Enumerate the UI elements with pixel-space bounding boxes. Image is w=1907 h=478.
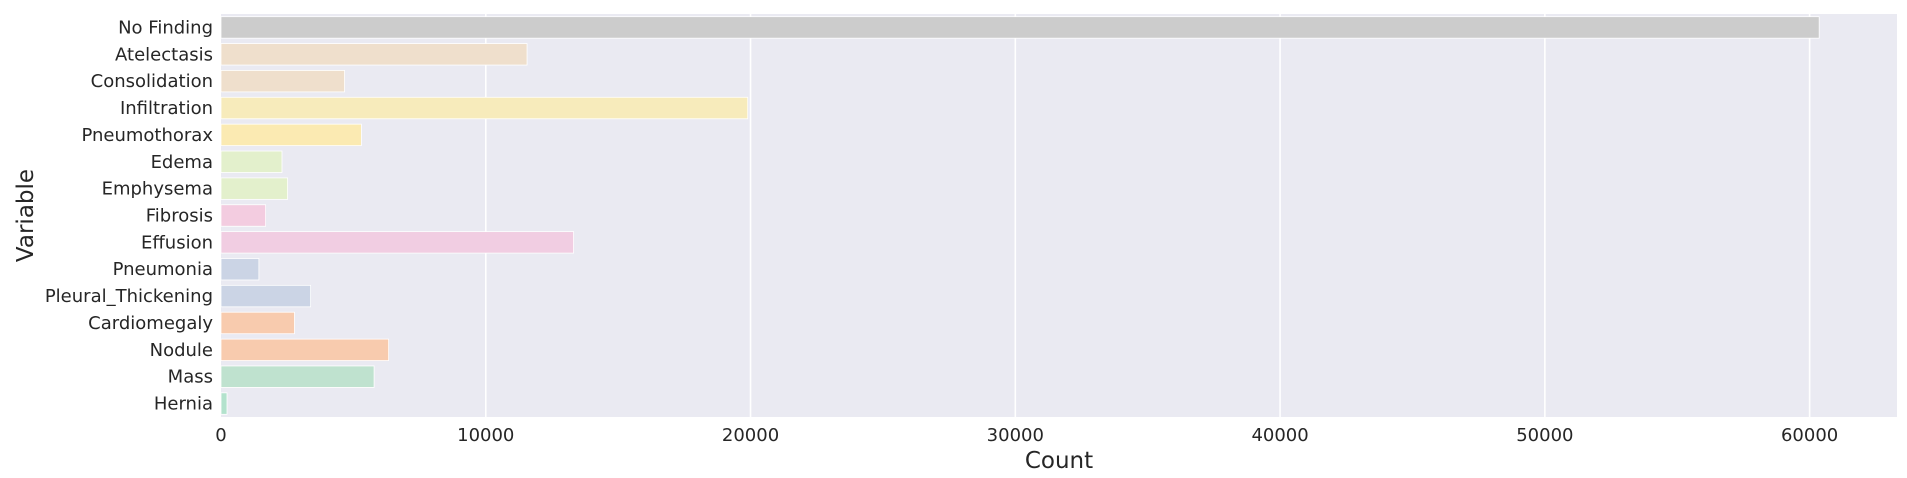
x-tick-label: 60000 bbox=[1781, 425, 1838, 446]
bar-fibrosis bbox=[220, 204, 267, 227]
bar-nodule bbox=[220, 338, 390, 361]
y-tick-label: Effusion bbox=[141, 232, 213, 253]
y-tick-label: Infiltration bbox=[120, 98, 213, 119]
bar-pneumothorax bbox=[220, 123, 362, 147]
x-tick-label: 20000 bbox=[722, 425, 779, 446]
x-tick-label: 0 bbox=[215, 425, 226, 446]
bar-pneumonia bbox=[220, 258, 260, 281]
y-tick-label: Emphysema bbox=[102, 179, 213, 200]
x-tick-labels: 0 10000 20000 30000 40000 50000 60000 bbox=[215, 425, 1838, 446]
y-tick-label: Atelectasis bbox=[115, 44, 213, 65]
y-tick-label: Pneumothorax bbox=[81, 125, 213, 146]
bar-infiltration bbox=[220, 96, 749, 120]
y-tick-label: Hernia bbox=[154, 394, 213, 415]
y-tick-label: Edema bbox=[151, 152, 213, 173]
y-tick-label: Pneumonia bbox=[113, 259, 213, 280]
y-tick-label: Fibrosis bbox=[146, 206, 213, 227]
bar-pleural-thickening bbox=[220, 284, 312, 308]
y-tick-labels: No Finding Atelectasis Consolidation Infilt… bbox=[45, 17, 214, 414]
y-tick-label: Pleural_Thickening bbox=[45, 286, 213, 307]
grid-lines bbox=[484, 14, 1811, 417]
x-tick-label: 30000 bbox=[987, 425, 1044, 446]
bar-no-finding bbox=[220, 16, 1820, 39]
bar-hernia bbox=[220, 392, 228, 415]
bar-edema bbox=[220, 150, 283, 173]
x-tick-label: 50000 bbox=[1516, 425, 1573, 446]
x-tick-label: 10000 bbox=[457, 425, 514, 446]
bar-consolidation bbox=[220, 70, 345, 93]
x-axis-title: Count bbox=[1025, 448, 1093, 474]
y-tick-label: Consolidation bbox=[91, 71, 213, 92]
x-tick-label: 40000 bbox=[1251, 425, 1308, 446]
y-tick-label: No Finding bbox=[118, 17, 213, 38]
y-axis-title: Variable bbox=[13, 169, 39, 262]
bar-emphysema bbox=[220, 177, 289, 200]
bar-effusion bbox=[220, 231, 574, 254]
bar-cardiomegaly bbox=[220, 311, 295, 335]
y-tick-label: Nodule bbox=[150, 340, 213, 361]
y-tick-label: Mass bbox=[168, 367, 213, 388]
bar-mass bbox=[220, 365, 375, 388]
bars bbox=[220, 16, 1820, 415]
y-tick-label: Cardiomegaly bbox=[88, 313, 213, 334]
plot-area bbox=[221, 14, 1897, 417]
bar-atelectasis bbox=[220, 43, 528, 66]
